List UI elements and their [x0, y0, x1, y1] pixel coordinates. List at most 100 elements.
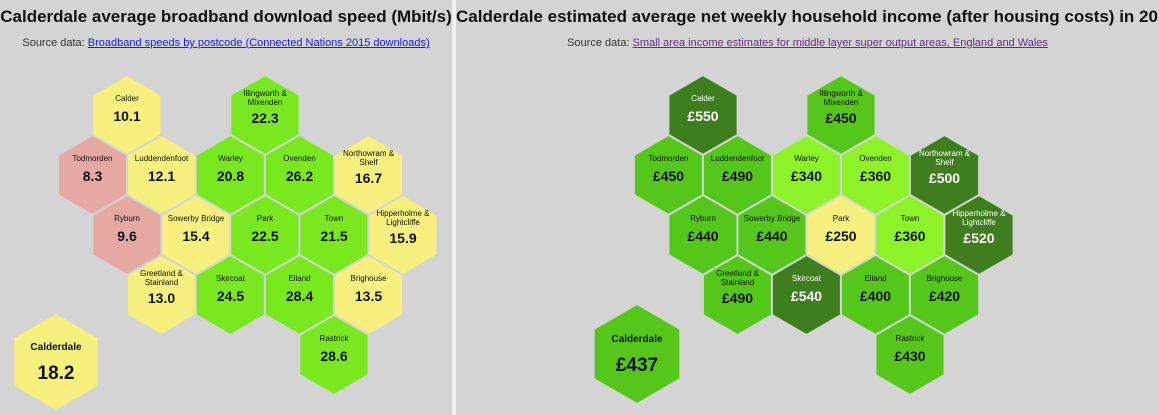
hex-label: Luddendenfoot [135, 154, 189, 163]
hex-sowerby-bridge: Sowerby Bridge £440 [736, 193, 808, 277]
hex-label: Park [257, 214, 274, 223]
hex-value: £400 [860, 288, 891, 304]
income-panel: Calderdale estimated average net weekly … [456, 0, 1159, 415]
hex-label: Ryburn [690, 214, 716, 223]
hex-label: Park [833, 214, 850, 223]
hex-label: Warley [794, 154, 819, 163]
broadband-source-link[interactable]: Broadband speeds by postcode (Connected … [87, 37, 430, 49]
summary-value: 18.2 [38, 363, 75, 384]
hex-value: £550 [687, 108, 718, 124]
hex-label: Lightcliffe [386, 218, 420, 227]
hex-value: 21.5 [320, 228, 347, 244]
income-title: Calderdale estimated average net weekly … [456, 7, 1159, 26]
hex-ovenden: Ovenden £360 [839, 133, 912, 217]
hex-label: Sowerby Bridge [744, 214, 801, 223]
hex-value: £520 [963, 230, 994, 246]
hex-value: 10.1 [113, 108, 140, 124]
hex-label: Northowram & [343, 149, 395, 158]
hex-value: £360 [860, 168, 891, 184]
hex-value: 22.3 [251, 110, 278, 126]
hex-label: Hipperholme & [953, 209, 1007, 218]
hex-value: £490 [722, 290, 753, 306]
hex-label: Northowram & [919, 149, 971, 158]
hex-label: Town [325, 214, 344, 223]
hex-label: Elland [864, 274, 886, 283]
broadband-source: Source data: Broadband speeds by postcod… [0, 37, 452, 49]
hex-label: Stainland [721, 278, 754, 287]
hex-label: Elland [288, 274, 310, 283]
hex-label: Ryburn [114, 214, 140, 223]
hex-value: £440 [756, 228, 787, 244]
hex-value: £340 [791, 168, 822, 184]
hex-label: Brighouse [350, 274, 387, 283]
hex-value: 16.7 [355, 170, 382, 186]
hex-label: Stainland [145, 278, 178, 287]
hex-value: 12.1 [148, 168, 175, 184]
income-source-link[interactable]: Small area income estimates for middle l… [632, 37, 1048, 49]
hex-rastrick: Rastrick £430 [874, 313, 946, 397]
hex-value: £490 [722, 168, 753, 184]
hex-value: 28.6 [320, 348, 347, 364]
hex-skircoat: Skircoat £540 [770, 253, 843, 337]
hex-park: Park £250 [805, 193, 877, 277]
hex-calder: Calder £550 [667, 73, 739, 157]
summary-hex-shape [12, 311, 100, 413]
hex-luddendenfoot: Luddendenfoot £490 [701, 133, 774, 217]
hex-value: £430 [894, 348, 925, 364]
hex-label: Rastrick [896, 334, 926, 343]
summary-hex-calderdale: Calderdale 18.2 [12, 311, 100, 413]
hex-town: Town 21.5 [298, 193, 370, 277]
hex-rastrick: Rastrick 28.6 [298, 313, 370, 397]
hex-label: Todmorden [648, 154, 688, 163]
hex-value: £450 [653, 168, 684, 184]
hex-value: 9.6 [117, 228, 137, 244]
hex-label: Mixenden [248, 98, 283, 107]
broadband-source-label: Source data: [22, 37, 85, 49]
hex-value: 24.5 [217, 288, 244, 304]
hex-value: £420 [929, 288, 960, 304]
hex-label: Hipperholme & [377, 209, 431, 218]
hex-shape [874, 313, 946, 397]
hex-label: Calder [691, 94, 715, 103]
hex-label: Town [901, 214, 920, 223]
hex-value: 26.2 [286, 168, 313, 184]
hex-value: 8.3 [83, 168, 103, 184]
hex-label: Illingworth & [243, 89, 287, 98]
hex-label: Shelf [935, 158, 954, 167]
hex-label: Rastrick [320, 334, 350, 343]
summary-hex-shape [592, 302, 682, 406]
hex-label: Luddendenfoot [711, 154, 765, 163]
hex-label: Ovenden [859, 154, 891, 163]
panel-divider [452, 0, 456, 415]
income-source-label: Source data: [567, 37, 630, 49]
hex-value: 13.0 [148, 290, 175, 306]
hex-label: Mixenden [824, 98, 859, 107]
broadband-title: Calderdale average broadband download sp… [0, 7, 452, 26]
hex-value: 28.4 [286, 288, 313, 304]
summary-label: Calderdale [611, 334, 663, 345]
hex-value: £540 [791, 288, 822, 304]
summary-hex-calderdale: Calderdale £437 [592, 302, 682, 406]
hex-greetland-and-stainland: Greetland &Stainland £490 [701, 253, 774, 337]
hex-value: 22.5 [251, 228, 278, 244]
income-hex-map: Calder £550 Illingworth &Mixenden £450 Todmo… [592, 73, 1015, 406]
summary-label: Calderdale [30, 342, 82, 353]
hex-illingworth-and-mixenden: Illingworth &Mixenden 22.3 [229, 73, 301, 157]
hex-value: 15.9 [389, 230, 416, 246]
hex-label: Skircoat [792, 274, 822, 283]
hex-label: Warley [218, 154, 243, 163]
hex-label: Sowerby Bridge [168, 214, 225, 223]
hex-label: Shelf [359, 158, 378, 167]
hex-northowram-and-shelf: Northowram &Shelf 16.7 [332, 133, 405, 217]
hex-value: £500 [929, 170, 960, 186]
hex-label: Todmorden [72, 154, 112, 163]
hex-hipperholme-and-lightcliffe: Hipperholme &Lightcliffe £520 [943, 193, 1015, 277]
summary-value: £437 [616, 355, 658, 376]
hex-label: Brighouse [926, 274, 963, 283]
hex-label: Illingworth & [819, 89, 863, 98]
hex-hipperholme-and-lightcliffe: Hipperholme &Lightcliffe 15.9 [367, 193, 439, 277]
hex-label: Lightcliffe [962, 218, 996, 227]
income-source: Source data: Small area income estimates… [456, 37, 1159, 49]
hex-label: Skircoat [216, 274, 246, 283]
hex-label: Greetland & [716, 269, 759, 278]
